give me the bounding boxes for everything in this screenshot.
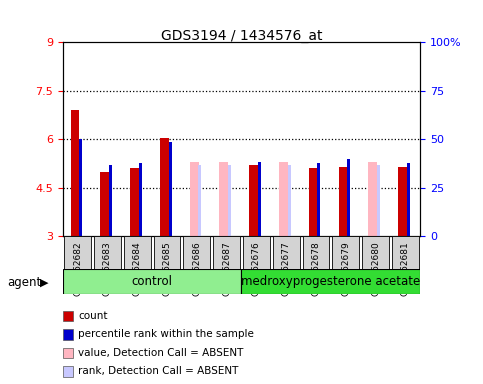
Bar — [190, 162, 199, 236]
Bar — [309, 168, 318, 236]
Text: GSM262685: GSM262685 — [163, 241, 171, 296]
Bar — [317, 164, 320, 236]
Text: GSM262678: GSM262678 — [312, 241, 320, 296]
Bar — [249, 165, 258, 236]
Bar — [228, 165, 231, 236]
Text: percentile rank within the sample: percentile rank within the sample — [78, 329, 254, 339]
Text: ▶: ▶ — [40, 277, 49, 287]
Bar — [339, 167, 348, 236]
Text: GSM262681: GSM262681 — [401, 241, 410, 296]
Bar — [124, 236, 151, 269]
Bar — [369, 162, 377, 236]
Bar — [302, 236, 329, 269]
Text: GSM262683: GSM262683 — [103, 241, 112, 296]
Text: value, Detection Call = ABSENT: value, Detection Call = ABSENT — [78, 348, 243, 358]
Text: control: control — [132, 275, 172, 288]
Bar — [219, 162, 228, 236]
Text: GSM262687: GSM262687 — [222, 241, 231, 296]
Bar — [64, 236, 91, 269]
Text: GSM262680: GSM262680 — [371, 241, 380, 296]
Bar — [63, 269, 242, 294]
Bar — [243, 236, 270, 269]
Bar — [130, 168, 139, 236]
Text: GDS3194 / 1434576_at: GDS3194 / 1434576_at — [161, 29, 322, 43]
Bar — [71, 110, 80, 236]
Bar — [63, 311, 73, 321]
Text: rank, Detection Call = ABSENT: rank, Detection Call = ABSENT — [78, 366, 239, 376]
Bar — [242, 269, 420, 294]
Bar — [94, 236, 121, 269]
Bar — [169, 142, 171, 236]
Text: GSM262677: GSM262677 — [282, 241, 291, 296]
Bar — [160, 137, 169, 236]
Bar — [392, 236, 419, 269]
Bar — [213, 236, 240, 269]
Bar — [63, 366, 73, 377]
Bar — [100, 172, 109, 236]
Bar — [377, 165, 380, 236]
Text: GSM262686: GSM262686 — [192, 241, 201, 296]
Bar — [398, 167, 407, 236]
Text: GSM262679: GSM262679 — [341, 241, 350, 296]
Bar — [79, 139, 82, 236]
Bar — [279, 162, 288, 236]
Bar — [184, 236, 210, 269]
Bar — [288, 165, 291, 236]
Bar — [63, 329, 73, 340]
Bar — [139, 164, 142, 236]
Bar — [258, 162, 261, 236]
Text: agent: agent — [7, 276, 42, 289]
Text: GSM262676: GSM262676 — [252, 241, 261, 296]
Bar — [63, 348, 73, 358]
Bar — [407, 164, 410, 236]
Bar — [362, 236, 389, 269]
Bar — [273, 236, 299, 269]
Text: count: count — [78, 311, 108, 321]
Text: GSM262682: GSM262682 — [73, 241, 82, 296]
Text: medroxyprogesterone acetate: medroxyprogesterone acetate — [241, 275, 421, 288]
Bar — [332, 236, 359, 269]
Bar — [199, 165, 201, 236]
Text: GSM262684: GSM262684 — [133, 241, 142, 296]
Bar — [347, 159, 350, 236]
Bar — [109, 165, 112, 236]
Bar — [154, 236, 181, 269]
